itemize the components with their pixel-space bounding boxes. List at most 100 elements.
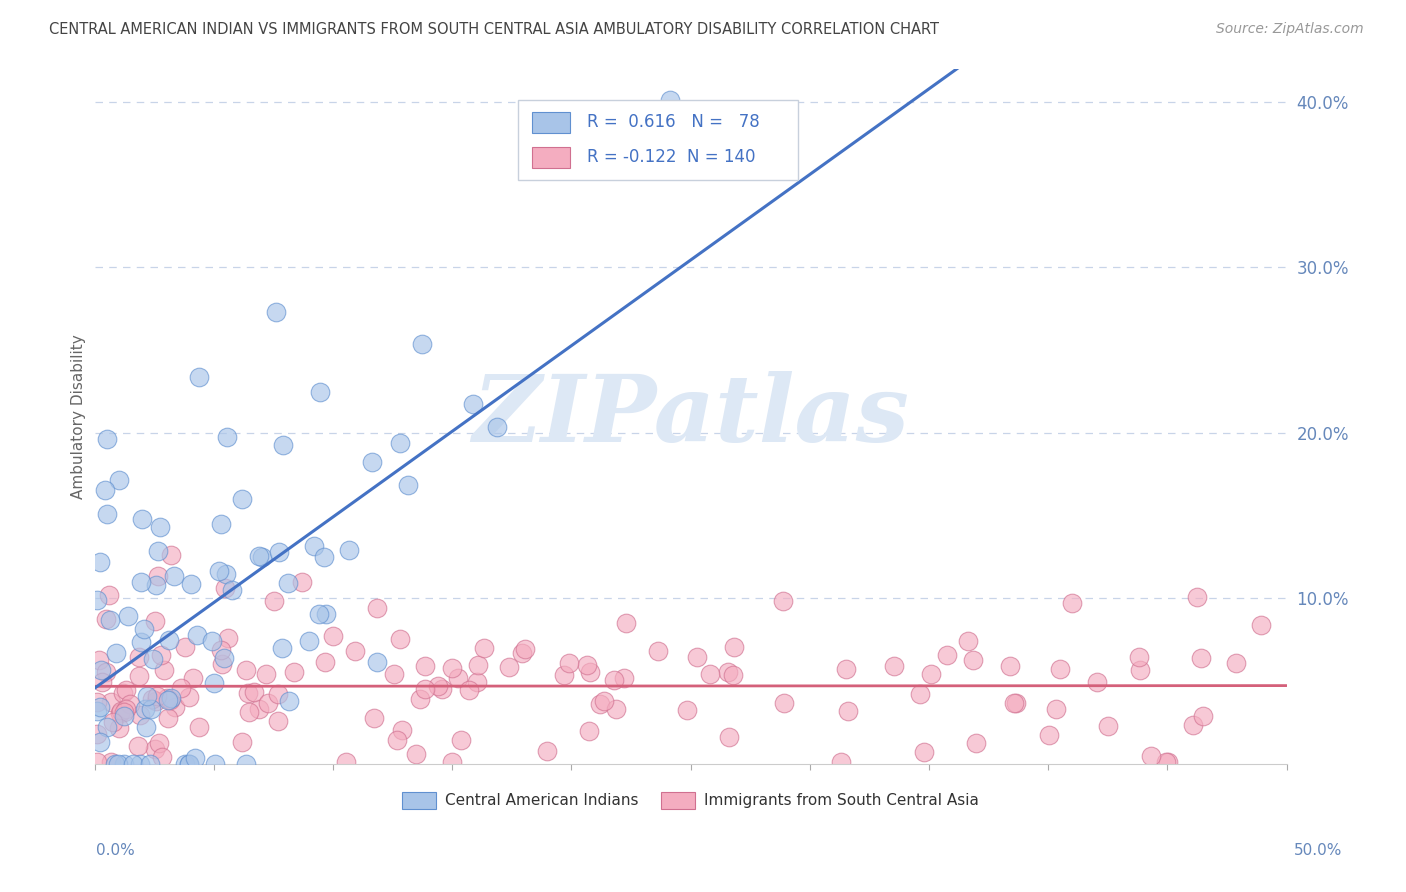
Point [90, 663, 112, 677]
FancyBboxPatch shape [531, 147, 571, 168]
Point [211, 657, 233, 671]
Point [267, 687, 290, 701]
Point [157, 633, 180, 648]
Point [148, 736, 170, 750]
Point [578, 665, 600, 680]
Point [139, 756, 162, 771]
Point [127, 739, 149, 753]
Point [89, 735, 111, 749]
Point [209, 517, 232, 532]
Point [150, 750, 173, 764]
Point [177, 756, 200, 771]
Point [1062, 596, 1084, 610]
Point [91, 675, 114, 690]
Point [107, 756, 129, 771]
Point [215, 566, 238, 581]
Point [160, 691, 183, 706]
Point [956, 634, 979, 648]
Point [129, 707, 152, 722]
Point [498, 660, 520, 674]
Point [1004, 696, 1026, 710]
Point [152, 663, 174, 677]
Point [553, 667, 575, 681]
Point [717, 730, 740, 744]
Point [267, 545, 290, 559]
Point [465, 675, 488, 690]
Point [131, 574, 153, 589]
Text: R = -0.122  N = 140: R = -0.122 N = 140 [586, 148, 755, 166]
Point [143, 614, 166, 628]
Point [1128, 649, 1150, 664]
Point [108, 706, 131, 721]
Point [128, 649, 150, 664]
Point [605, 702, 627, 716]
Point [209, 643, 232, 657]
Point [308, 607, 330, 621]
Point [145, 578, 167, 592]
Point [136, 689, 159, 703]
Text: 50.0%: 50.0% [1295, 843, 1343, 858]
Point [723, 640, 745, 654]
Point [267, 714, 290, 728]
Point [472, 640, 495, 655]
Point [441, 661, 464, 675]
Point [157, 693, 180, 707]
Point [96, 432, 118, 446]
Point [107, 721, 129, 735]
Point [117, 608, 139, 623]
Point [721, 668, 744, 682]
Point [432, 682, 454, 697]
Point [112, 705, 135, 719]
Point [962, 653, 984, 667]
Point [217, 430, 239, 444]
Point [411, 336, 433, 351]
Point [1140, 748, 1163, 763]
Point [576, 657, 599, 672]
Point [837, 704, 859, 718]
Point [426, 679, 449, 693]
Point [343, 644, 366, 658]
Point [135, 719, 157, 733]
Point [312, 550, 335, 565]
Point [94, 665, 117, 679]
Point [186, 628, 208, 642]
Point [217, 631, 239, 645]
Point [231, 492, 253, 507]
Point [366, 600, 388, 615]
Point [96, 508, 118, 522]
Point [335, 755, 357, 769]
Point [366, 655, 388, 669]
Point [100, 695, 122, 709]
Point [252, 549, 274, 564]
Point [214, 581, 236, 595]
Point [485, 419, 508, 434]
Point [159, 693, 181, 707]
Point [202, 675, 225, 690]
Point [170, 681, 193, 695]
Point [97, 588, 120, 602]
Point [163, 568, 186, 582]
Point [236, 686, 259, 700]
Point [614, 616, 637, 631]
Point [235, 663, 257, 677]
Point [613, 671, 636, 685]
Point [441, 755, 464, 769]
Point [409, 691, 432, 706]
Point [221, 582, 243, 597]
Point [277, 575, 299, 590]
Point [396, 477, 419, 491]
Point [447, 671, 470, 685]
Point [998, 659, 1021, 673]
Point [264, 305, 287, 319]
Point [363, 711, 385, 725]
Legend: Central American Indians, Immigrants from South Central Asia: Central American Indians, Immigrants fro… [396, 786, 986, 815]
Point [1181, 717, 1204, 731]
Point [413, 658, 436, 673]
Point [772, 696, 794, 710]
Point [391, 723, 413, 738]
Point [405, 747, 427, 761]
Point [134, 702, 156, 716]
Point [86, 704, 108, 718]
FancyBboxPatch shape [531, 112, 571, 133]
Point [104, 756, 127, 771]
